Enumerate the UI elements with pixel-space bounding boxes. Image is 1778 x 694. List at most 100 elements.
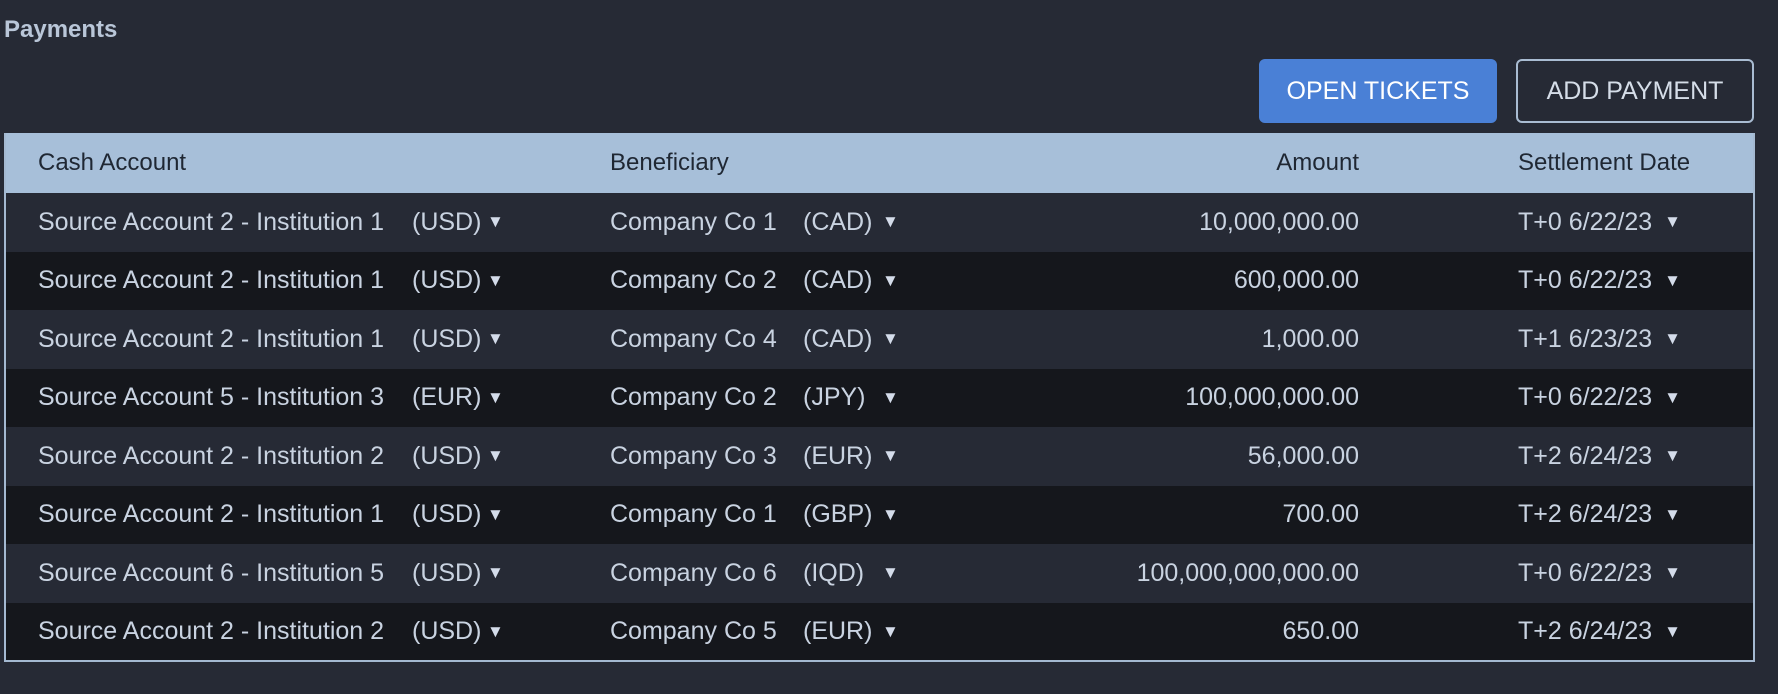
settlement-date-select[interactable]: T+0 6/22/23 ▼ (1518, 369, 1681, 428)
beneficiary-name: Company Co 1 (610, 500, 777, 529)
chevron-down-icon[interactable]: ▼ (882, 329, 899, 349)
amount-field[interactable]: 1,000.00 (1261, 324, 1359, 353)
beneficiary-select[interactable]: Company Co 4 (CAD) ▼ (610, 310, 910, 369)
table-header: Cash Account Beneficiary Amount Settleme… (6, 133, 1753, 193)
add-payment-button[interactable]: ADD PAYMENT (1516, 59, 1754, 123)
cash-account-name: Source Account 2 - Institution 1 (38, 324, 385, 353)
settlement-date-value: T+0 6/22/23 (1518, 558, 1653, 587)
chevron-down-icon[interactable]: ▼ (1664, 563, 1681, 583)
chevron-down-icon[interactable]: ▼ (1664, 329, 1681, 349)
chevron-down-icon[interactable]: ▼ (487, 504, 504, 524)
settlement-date-select[interactable]: T+2 6/24/23 ▼ (1518, 427, 1681, 486)
table-row[interactable]: Source Account 6 - Institution 5 (USD) ▼… (6, 544, 1753, 603)
header-beneficiary[interactable]: Beneficiary (610, 149, 729, 176)
beneficiary-currency: (EUR) (803, 617, 873, 646)
chevron-down-icon[interactable]: ▼ (1664, 621, 1681, 641)
cash-account-select[interactable]: Source Account 5 - Institution 3 (EUR) ▼ (38, 369, 518, 428)
cash-account-select[interactable]: Source Account 2 - Institution 1 (USD) ▼ (38, 252, 518, 311)
amount-field[interactable]: 600,000.00 (1233, 266, 1359, 295)
settlement-date-value: T+0 6/22/23 (1518, 266, 1653, 295)
settlement-date-value: T+1 6/23/23 (1518, 324, 1653, 353)
amount-field[interactable]: 100,000,000.00 (1185, 383, 1359, 412)
chevron-down-icon[interactable]: ▼ (882, 212, 899, 232)
beneficiary-select[interactable]: Company Co 1 (CAD) ▼ (610, 193, 910, 252)
chevron-down-icon[interactable]: ▼ (487, 446, 504, 466)
amount-field[interactable]: 10,000,000.00 (1199, 207, 1359, 236)
beneficiary-select[interactable]: Company Co 2 (JPY) ▼ (610, 369, 910, 428)
chevron-down-icon[interactable]: ▼ (487, 212, 504, 232)
cash-account-name: Source Account 2 - Institution 1 (38, 207, 385, 236)
cash-account-name: Source Account 2 - Institution 1 (38, 266, 385, 295)
settlement-date-select[interactable]: T+0 6/22/23 ▼ (1518, 544, 1681, 603)
chevron-down-icon[interactable]: ▼ (487, 270, 504, 290)
cash-account-currency: (USD) (412, 500, 482, 529)
amount-field[interactable]: 700.00 (1282, 500, 1359, 529)
settlement-date-value: T+2 6/24/23 (1518, 441, 1653, 470)
table-row[interactable]: Source Account 2 - Institution 1 (USD) ▼… (6, 193, 1753, 252)
header-cash-account[interactable]: Cash Account (38, 149, 187, 176)
cash-account-name: Source Account 2 - Institution 2 (38, 441, 385, 470)
settlement-date-select[interactable]: T+1 6/23/23 ▼ (1518, 310, 1681, 369)
cash-account-select[interactable]: Source Account 2 - Institution 1 (USD) ▼ (38, 310, 518, 369)
table-row[interactable]: Source Account 5 - Institution 3 (EUR) ▼… (6, 368, 1753, 428)
settlement-date-select[interactable]: T+0 6/22/23 ▼ (1518, 252, 1681, 311)
beneficiary-select[interactable]: Company Co 1 (GBP) ▼ (610, 486, 910, 545)
cash-account-currency: (USD) (412, 617, 482, 646)
header-settlement-date[interactable]: Settlement Date (1518, 149, 1691, 176)
payments-table: Cash Account Beneficiary Amount Settleme… (4, 133, 1755, 662)
beneficiary-name: Company Co 2 (610, 266, 777, 295)
cash-account-currency: (EUR) (412, 383, 482, 412)
settlement-date-select[interactable]: T+0 6/22/23 ▼ (1518, 193, 1681, 252)
table-row[interactable]: Source Account 2 - Institution 2 (USD) ▼… (6, 602, 1753, 661)
beneficiary-select[interactable]: Company Co 2 (CAD) ▼ (610, 252, 910, 311)
beneficiary-currency: (EUR) (803, 441, 873, 470)
chevron-down-icon[interactable]: ▼ (1664, 212, 1681, 232)
table-row[interactable]: Source Account 2 - Institution 1 (USD) ▼… (6, 485, 1753, 545)
cash-account-currency: (USD) (412, 441, 482, 470)
cash-account-currency: (USD) (412, 558, 482, 587)
cash-account-select[interactable]: Source Account 2 - Institution 1 (USD) ▼ (38, 486, 518, 545)
table-row[interactable]: Source Account 2 - Institution 2 (USD) ▼… (6, 427, 1753, 486)
cash-account-select[interactable]: Source Account 2 - Institution 1 (USD) ▼ (38, 193, 518, 252)
amount-field[interactable]: 56,000.00 (1247, 441, 1359, 470)
beneficiary-name: Company Co 6 (610, 558, 777, 587)
chevron-down-icon[interactable]: ▼ (487, 387, 504, 407)
settlement-date-select[interactable]: T+2 6/24/23 ▼ (1518, 486, 1681, 545)
beneficiary-select[interactable]: Company Co 3 (EUR) ▼ (610, 427, 910, 486)
open-tickets-button[interactable]: OPEN TICKETS (1259, 59, 1497, 123)
beneficiary-name: Company Co 4 (610, 324, 777, 353)
cash-account-currency: (USD) (412, 324, 482, 353)
chevron-down-icon[interactable]: ▼ (487, 621, 504, 641)
page-title: Payments (4, 16, 118, 43)
chevron-down-icon[interactable]: ▼ (1664, 446, 1681, 466)
chevron-down-icon[interactable]: ▼ (882, 563, 899, 583)
chevron-down-icon[interactable]: ▼ (1664, 270, 1681, 290)
beneficiary-currency: (CAD) (803, 207, 873, 236)
chevron-down-icon[interactable]: ▼ (1664, 504, 1681, 524)
chevron-down-icon[interactable]: ▼ (882, 621, 899, 641)
chevron-down-icon[interactable]: ▼ (882, 446, 899, 466)
chevron-down-icon[interactable]: ▼ (487, 563, 504, 583)
chevron-down-icon[interactable]: ▼ (487, 329, 504, 349)
chevron-down-icon[interactable]: ▼ (882, 387, 899, 407)
cash-account-select[interactable]: Source Account 2 - Institution 2 (USD) ▼ (38, 427, 518, 486)
table-row[interactable]: Source Account 2 - Institution 1 (USD) ▼… (6, 310, 1753, 369)
amount-field[interactable]: 100,000,000,000.00 (1136, 558, 1359, 587)
beneficiary-currency: (CAD) (803, 266, 873, 295)
settlement-date-select[interactable]: T+2 6/24/23 ▼ (1518, 603, 1681, 661)
chevron-down-icon[interactable]: ▼ (882, 504, 899, 524)
chevron-down-icon[interactable]: ▼ (882, 270, 899, 290)
settlement-date-value: T+0 6/22/23 (1518, 207, 1653, 236)
cash-account-name: Source Account 5 - Institution 3 (38, 383, 385, 412)
amount-field[interactable]: 650.00 (1282, 617, 1359, 646)
beneficiary-name: Company Co 2 (610, 383, 777, 412)
cash-account-select[interactable]: Source Account 2 - Institution 2 (USD) ▼ (38, 603, 518, 661)
beneficiary-name: Company Co 1 (610, 207, 777, 236)
chevron-down-icon[interactable]: ▼ (1664, 387, 1681, 407)
table-row[interactable]: Source Account 2 - Institution 1 (USD) ▼… (6, 251, 1753, 311)
beneficiary-select[interactable]: Company Co 5 (EUR) ▼ (610, 603, 910, 661)
header-amount[interactable]: Amount (1276, 149, 1359, 176)
beneficiary-currency: (GBP) (803, 500, 873, 529)
cash-account-select[interactable]: Source Account 6 - Institution 5 (USD) ▼ (38, 544, 518, 603)
beneficiary-select[interactable]: Company Co 6 (IQD) ▼ (610, 544, 910, 603)
